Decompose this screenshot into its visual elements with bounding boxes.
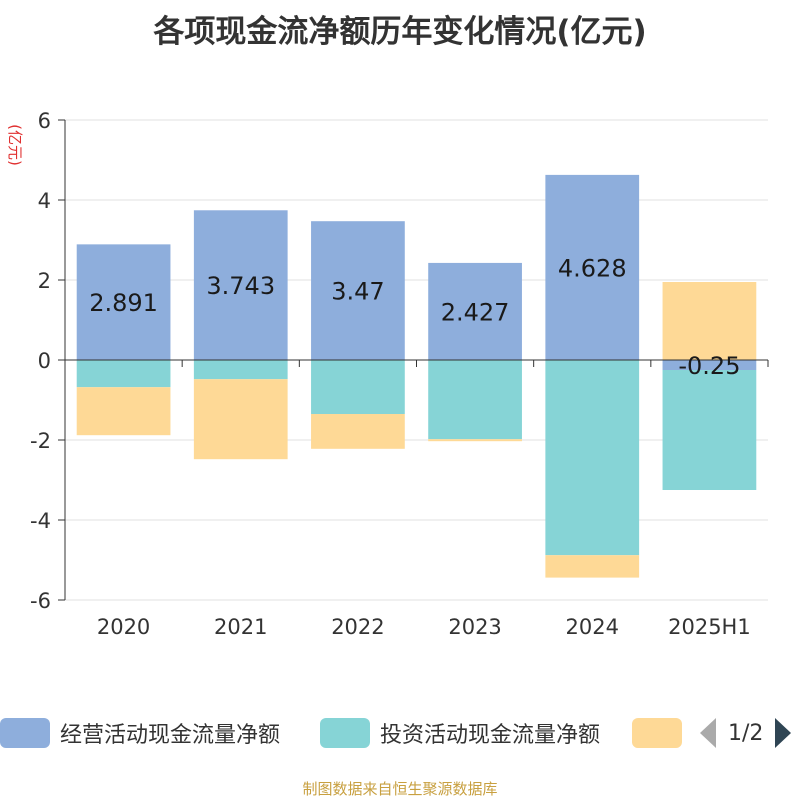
bar-segment [545,174,640,360]
legend-label-investing: 投资活动现金流量净额 [380,723,601,748]
y-axis-unit-label: (亿元) [6,124,24,166]
bar-segment [311,414,405,449]
legend-swatch-operating [0,718,50,748]
x-tick-label: 2023 [448,615,501,639]
bar-segment [545,555,640,578]
legend-pager: 1/2 [700,715,792,751]
bar-segment [311,360,405,414]
bar-data-label: 3.743 [206,272,275,300]
bar-data-label: 4.628 [558,254,627,282]
y-tick-label: -6 [30,589,51,613]
bar-segment [662,282,757,360]
stacked-bar-chart: -6 -4 -2 0 2 4 6 (亿元) 2020 2021 2022 2023 2024 2025H1… [6,109,769,639]
y-tick-label: 2 [38,269,51,293]
bar-segment [428,262,522,360]
y-tick-label: -4 [30,509,51,533]
legend-page-indicator: 1/2 [728,720,764,746]
legend-item-operating[interactable]: 经营活动现金流量净额 [0,715,280,751]
chart-title: 各项现金流净额历年变化情况(亿元) [153,14,647,50]
y-tick-label: 6 [38,109,51,133]
bar-segment [76,387,171,436]
bar-segment [428,360,522,440]
y-tick-label: -2 [30,429,51,453]
data-source-note: 制图数据来自恒生聚源数据库 [302,780,498,798]
bar-segment [76,360,171,388]
bar-segment [545,360,640,556]
bar-segment [311,221,405,360]
bar-segment [193,360,288,380]
legend-prev-page-icon[interactable] [700,718,716,748]
bar-segment [193,210,288,360]
legend-item-investing[interactable]: 投资活动现金流量净额 [320,715,600,751]
bar-segment [662,360,757,370]
x-tick-label: 2025H1 [668,615,751,639]
x-tick-label: 2024 [566,615,619,639]
bar-data-label: 2.427 [441,298,510,326]
bar-data-label: 3.47 [331,278,384,306]
y-tick-label: 4 [38,189,51,213]
legend-next-page-icon[interactable] [775,718,792,748]
bar-data-label: -0.25 [678,352,740,380]
bar-segment [76,244,171,360]
bar-segment [428,439,522,442]
x-tick-label: 2021 [214,615,267,639]
x-tick-label: 2022 [331,615,384,639]
legend-swatch-third [632,718,682,748]
legend-swatch-investing [320,718,370,748]
bar-segment [662,370,757,490]
legend-item-third[interactable] [632,715,692,751]
legend-label-operating: 经营活动现金流量净额 [60,723,281,748]
x-tick-label: 2020 [97,615,150,639]
bar-data-label: 2.891 [89,289,158,317]
bar-segment [193,379,288,460]
y-tick-label: 0 [38,349,51,373]
